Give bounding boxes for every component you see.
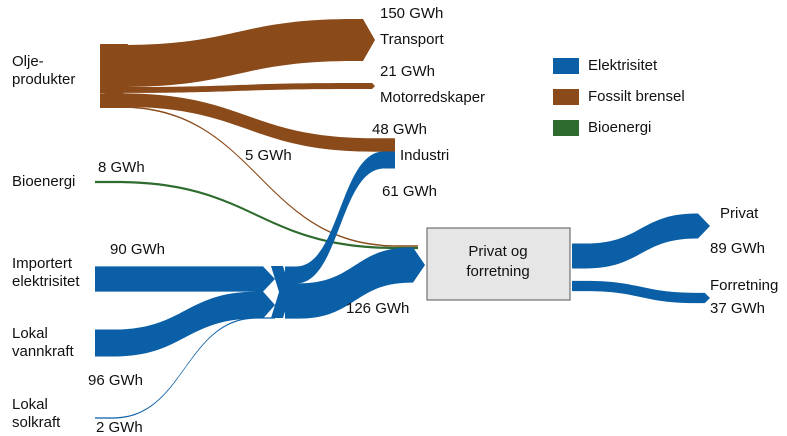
flow (100, 83, 375, 93)
value-label: 126 GWh (346, 300, 409, 317)
source-node (100, 44, 128, 108)
node-label: Industri (400, 147, 449, 164)
node-label: Bioenergi (12, 173, 75, 190)
node-label: Forretning (710, 277, 778, 294)
value-label: 90 GWh (110, 241, 165, 258)
legend-swatch (553, 58, 579, 74)
node-label: forretning (466, 263, 529, 280)
node-label: Motorredskaper (380, 89, 485, 106)
node-label: Olje- (12, 53, 44, 70)
value-label: 150 GWh (380, 5, 443, 22)
node-label: Lokal (12, 325, 48, 342)
value-label: 37 GWh (710, 300, 765, 317)
value-label: 48 GWh (372, 121, 427, 138)
value-label: 61 GWh (382, 183, 437, 200)
node-label: Importert (12, 255, 73, 272)
value-label: 21 GWh (380, 63, 435, 80)
node-label: solkraft (12, 414, 61, 431)
flow (100, 19, 375, 87)
value-label: 96 GWh (88, 372, 143, 389)
value-label: 2 GWh (96, 419, 143, 436)
value-label: 5 GWh (245, 147, 292, 164)
flow (572, 280, 710, 304)
node-label: elektrisitet (12, 273, 80, 290)
node-label: Privat og (468, 243, 527, 260)
node-box (426, 227, 571, 301)
value-label: 8 GWh (98, 159, 145, 176)
flow (95, 180, 418, 250)
flow (95, 266, 275, 292)
node-label: Transport (380, 31, 444, 48)
node-label: vannkraft (12, 343, 75, 360)
legend-swatch (553, 120, 579, 136)
legend-label: Elektrisitet (588, 57, 658, 74)
flow (572, 213, 710, 269)
legend-label: Fossilt brensel (588, 88, 685, 105)
legend-swatch (553, 89, 579, 105)
flow (100, 93, 395, 152)
value-label: 89 GWh (710, 240, 765, 257)
flow (285, 247, 425, 319)
flow (95, 291, 275, 357)
flow (95, 317, 275, 419)
legend-label: Bioenergi (588, 119, 651, 136)
flow (100, 106, 418, 247)
flow (285, 151, 395, 284)
node-label: Lokal (12, 396, 48, 413)
node-label: produkter (12, 71, 75, 88)
node-label: Privat (720, 205, 759, 222)
